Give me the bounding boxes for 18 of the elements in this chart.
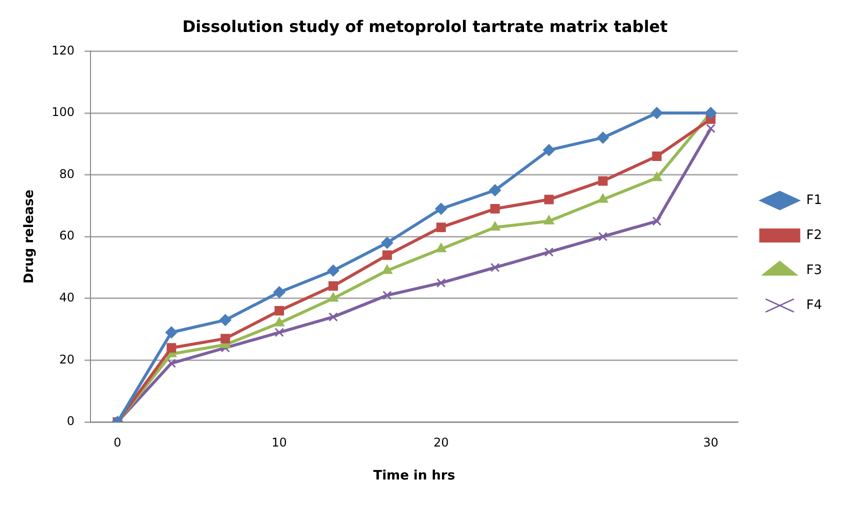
legend-label: F3 xyxy=(806,262,822,278)
y-axis-title: Drug release xyxy=(22,189,38,284)
x-axis-title: Time in hrs xyxy=(373,468,456,484)
chart-title: Dissolution study of metoprolol tartrate matrix tablet xyxy=(182,16,668,36)
legend-label: F2 xyxy=(806,228,822,243)
x-tick-label: 20 xyxy=(433,435,449,450)
y-tick-label: 40 xyxy=(59,290,75,305)
y-tick-label: 120 xyxy=(52,43,75,58)
y-tick-label: 60 xyxy=(59,228,75,243)
legend-label: F1 xyxy=(806,192,822,208)
x-tick-label: 30 xyxy=(703,435,718,450)
y-tick-label: 80 xyxy=(59,166,75,181)
legend-label: F4 xyxy=(806,298,822,313)
y-tick-label: 0 xyxy=(66,414,75,428)
y-tick-label: 100 xyxy=(52,105,75,120)
x-tick-label: 0 xyxy=(114,435,122,450)
x-tick-label: 10 xyxy=(272,435,287,450)
y-tick-label: 20 xyxy=(59,352,75,366)
